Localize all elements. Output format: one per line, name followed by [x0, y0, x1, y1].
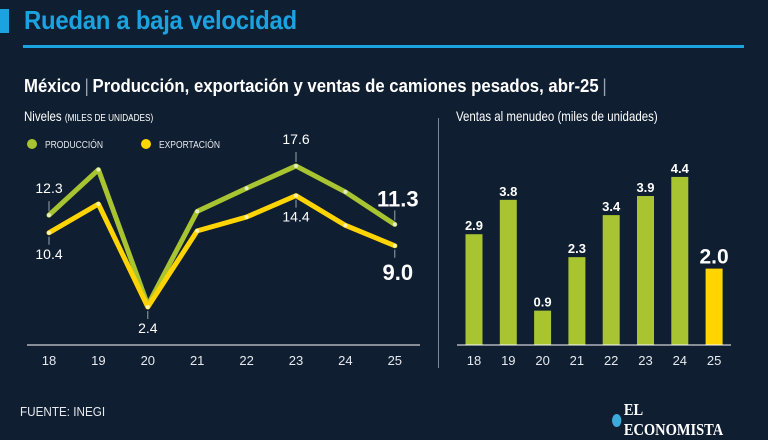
- x-tick-label: 20: [535, 353, 549, 368]
- subtitle-country: México: [24, 76, 81, 96]
- bar: [568, 257, 586, 345]
- x-tick-label: 20: [141, 353, 155, 368]
- bar-value-label: 3.8: [499, 184, 517, 199]
- publisher-logo: EL ECONOMISTA: [612, 400, 745, 440]
- bar: [499, 199, 517, 345]
- chart-subtitle: México | Producción, exportación y ventas …: [24, 76, 610, 97]
- subtitle-text: Producción, exportación y ventas de cami…: [92, 76, 599, 96]
- x-tick-label: 22: [604, 353, 618, 368]
- x-tick-label: 23: [638, 353, 652, 368]
- data-point: [195, 228, 200, 233]
- bar: [637, 196, 654, 345]
- bar-value-label: 2.3: [568, 241, 586, 256]
- line-chart-title: Niveles (MILES DE UNIDADES): [24, 108, 153, 124]
- logo-text: EL ECONOMISTA: [623, 400, 724, 439]
- source-note: FUENTE: INEGI: [20, 404, 106, 419]
- bar: [465, 234, 483, 345]
- data-point: [96, 201, 101, 206]
- data-label: 11.3: [377, 186, 419, 211]
- data-point: [244, 186, 249, 191]
- bar-chart-title: Ventas al menudeo (miles de unidades): [456, 108, 658, 124]
- data-point: [392, 222, 397, 227]
- title-divider: [23, 45, 744, 48]
- data-point: [294, 193, 298, 198]
- data-point: [294, 163, 298, 168]
- bar-value-label: 3.9: [636, 180, 654, 195]
- bar-value-label: 2.0: [699, 246, 728, 269]
- x-tick-label: 22: [239, 353, 253, 368]
- x-tick-label: 21: [190, 353, 204, 368]
- data-point: [96, 167, 101, 172]
- data-label: 10.4: [35, 246, 62, 262]
- x-tick-label: 24: [338, 353, 352, 368]
- bar: [602, 215, 620, 345]
- x-tick-label: 25: [388, 353, 402, 368]
- data-point: [392, 243, 397, 248]
- data-point: [145, 305, 150, 309]
- x-tick-label: 25: [707, 353, 721, 368]
- bar: [705, 268, 723, 345]
- series-line-exportacion: [46, 193, 398, 310]
- data-point: [47, 213, 51, 218]
- bar-value-label: 4.4: [671, 161, 690, 176]
- legend-label: PRODUCCIÓN: [45, 139, 103, 150]
- section-divider: [438, 118, 439, 368]
- x-tick-label: 18: [467, 353, 481, 368]
- bar-value-label: 3.4: [602, 199, 621, 214]
- subtitle-separator-end: |: [602, 76, 607, 96]
- data-point: [47, 230, 51, 235]
- x-tick-label: 21: [570, 353, 584, 368]
- bar-chart: 2.9 18 3.8 19 0.9 20 2.3 21 3.4 22 3.9 23 4.4 24 2.0 25: [457, 161, 731, 368]
- data-point: [343, 223, 348, 228]
- data-label: 9.0: [383, 260, 414, 285]
- x-tick-label: 18: [42, 353, 56, 368]
- data-point: [195, 209, 200, 214]
- data-label: 17.6: [282, 131, 309, 147]
- data-label: 12.3: [35, 180, 62, 196]
- bar: [671, 176, 689, 345]
- data-point: [244, 214, 249, 219]
- data-label: 14.4: [282, 209, 309, 225]
- x-tick-label: 23: [289, 353, 303, 368]
- legend-marker: [27, 139, 37, 149]
- bar-value-label: 0.9: [534, 295, 552, 310]
- x-tick-label: 24: [673, 353, 687, 368]
- x-tick-label: 19: [501, 353, 515, 368]
- legend-marker: [141, 139, 151, 149]
- subtitle-separator: |: [84, 76, 89, 96]
- x-tick-label: 19: [91, 353, 105, 368]
- line-chart-title-text: Niveles: [24, 108, 62, 124]
- data-label: 2.4: [138, 320, 158, 336]
- page-title: Ruedan a baja velocidad: [24, 5, 297, 35]
- line-chart-units: (MILES DE UNIDADES): [64, 113, 154, 124]
- bar: [534, 310, 552, 345]
- logo-globe-icon: [612, 413, 622, 427]
- data-point: [343, 189, 348, 194]
- series-line-produccion: [46, 163, 398, 308]
- title-accent-bar: [0, 9, 9, 33]
- line-chart: 18 19 20 21 22 23 24 25 PRODUCCIÓN EXPORTACIÓN 12.…: [27, 131, 420, 368]
- bar-value-label: 2.9: [465, 218, 483, 233]
- legend-label: EXPORTACIÓN: [159, 139, 220, 150]
